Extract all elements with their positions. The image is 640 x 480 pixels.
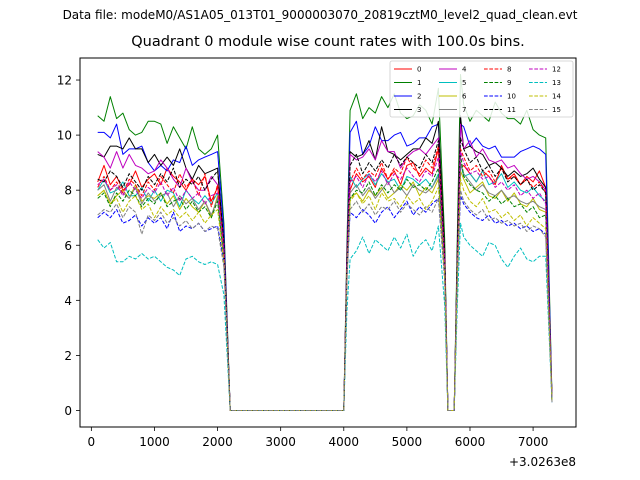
legend-label-12: 12 bbox=[552, 66, 561, 74]
series-line-8 bbox=[97, 145, 553, 411]
legend-label-0: 0 bbox=[417, 66, 421, 74]
x-tick-label: 7000 bbox=[518, 435, 549, 449]
series-line-3 bbox=[97, 115, 553, 411]
legend-label-6: 6 bbox=[462, 93, 467, 101]
series-line-6 bbox=[97, 170, 553, 411]
series-line-14 bbox=[97, 178, 553, 411]
y-tick-label: 6 bbox=[64, 239, 72, 253]
x-axis: 0 1000 2000 3000 4000 5000 6000 7000 bbox=[88, 427, 549, 449]
x-tick-label: 3000 bbox=[265, 435, 296, 449]
x-tick-label: 5000 bbox=[392, 435, 423, 449]
series-line-11 bbox=[97, 137, 553, 411]
legend-label-2: 2 bbox=[417, 93, 421, 101]
chart-suptitle: Data file: modeM0/AS1A05_013T01_90000030… bbox=[62, 8, 578, 22]
legend-label-14: 14 bbox=[552, 93, 561, 101]
series-line-12 bbox=[97, 151, 553, 411]
series-line-5 bbox=[97, 162, 553, 411]
x-tick-label: 0 bbox=[88, 435, 96, 449]
x-tick-label: 6000 bbox=[455, 435, 486, 449]
x-tick-label: 2000 bbox=[202, 435, 233, 449]
series-line-2 bbox=[97, 120, 553, 411]
y-tick-label: 2 bbox=[64, 349, 72, 363]
series-line-15 bbox=[97, 189, 553, 411]
y-tick-label: 4 bbox=[64, 294, 72, 308]
legend-label-5: 5 bbox=[462, 79, 466, 87]
y-axis: 0 2 4 6 8 10 12 bbox=[57, 74, 80, 418]
y-tick-label: 10 bbox=[57, 129, 72, 143]
plot-area-frame bbox=[79, 57, 577, 428]
legend-label-9: 9 bbox=[507, 79, 511, 87]
legend-box bbox=[389, 60, 574, 118]
x-offset-label: +3.0263e8 bbox=[509, 455, 576, 469]
y-tick-label: 0 bbox=[64, 404, 72, 418]
y-tick-label: 8 bbox=[64, 184, 72, 198]
legend-label-10: 10 bbox=[507, 93, 516, 101]
legend-label-13: 13 bbox=[552, 79, 561, 87]
series-line-13 bbox=[97, 222, 553, 411]
series-line-1 bbox=[97, 74, 553, 411]
legend-label-15: 15 bbox=[552, 106, 561, 114]
y-tick-label: 12 bbox=[57, 74, 72, 88]
series-line-4 bbox=[97, 123, 553, 411]
legend-label-8: 8 bbox=[507, 66, 511, 74]
series-line-10 bbox=[97, 195, 553, 411]
series-line-7 bbox=[97, 162, 553, 411]
legend-label-4: 4 bbox=[462, 66, 467, 74]
legend-label-11: 11 bbox=[507, 106, 516, 114]
chart-title: Quadrant 0 module wise count rates with … bbox=[131, 34, 525, 50]
legend-label-7: 7 bbox=[462, 106, 466, 114]
series-line-0 bbox=[97, 148, 553, 411]
series-lines bbox=[97, 74, 553, 411]
legend-label-1: 1 bbox=[417, 79, 421, 87]
x-tick-label: 1000 bbox=[139, 435, 170, 449]
legend-label-3: 3 bbox=[417, 106, 421, 114]
x-tick-label: 4000 bbox=[329, 435, 360, 449]
